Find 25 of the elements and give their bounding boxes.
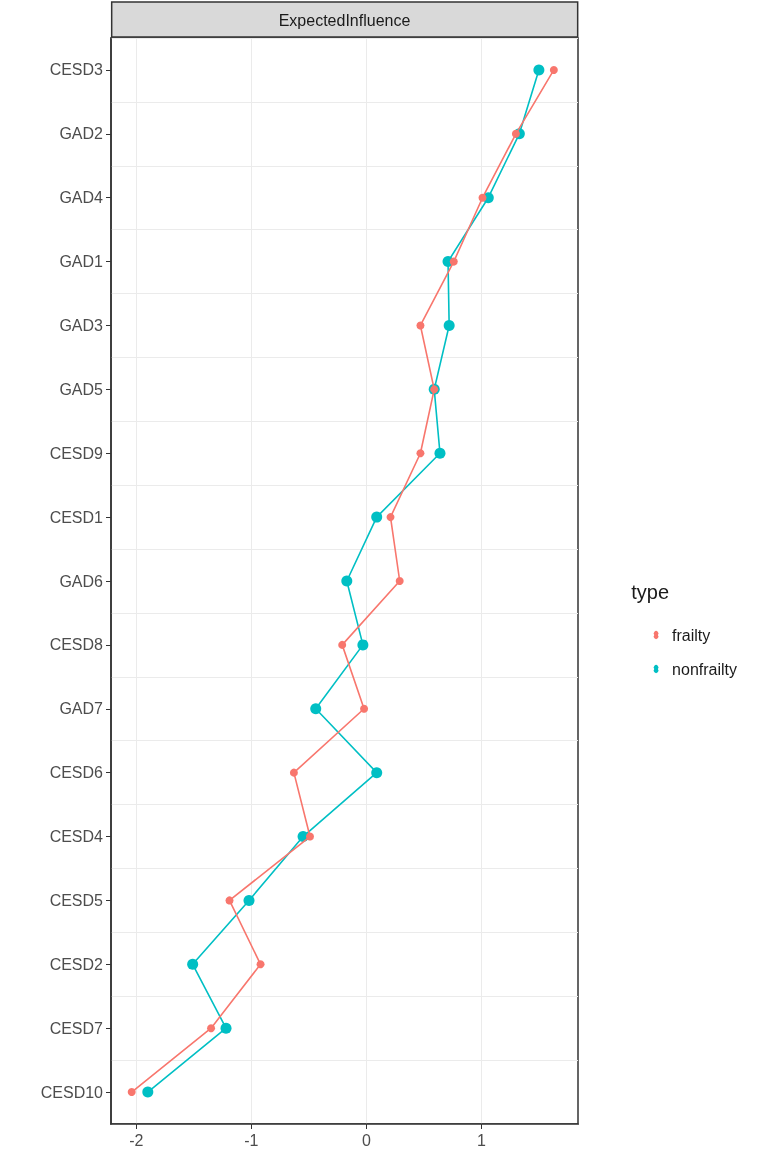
legend-title: type bbox=[631, 581, 670, 603]
y-tick-label: GAD6 bbox=[59, 572, 104, 590]
y-tick-label: GAD2 bbox=[59, 125, 104, 143]
y-tick-label: GAD4 bbox=[59, 189, 104, 207]
legend-label: frailty bbox=[672, 626, 711, 644]
y-tick-label: CESD6 bbox=[49, 764, 104, 782]
y-tick-label: CESD3 bbox=[49, 61, 104, 79]
y-tick-label: CESD2 bbox=[49, 955, 104, 973]
y-tick-label: CESD10 bbox=[40, 1083, 104, 1101]
legend-label: nonfrailty bbox=[672, 660, 737, 678]
y-tick-label: CESD7 bbox=[49, 1019, 104, 1037]
x-tick-label: -1 bbox=[244, 1131, 259, 1149]
chart-title: ExpectedInfluence bbox=[278, 11, 411, 29]
y-tick-label: GAD5 bbox=[59, 380, 104, 398]
y-tick-label: CESD5 bbox=[49, 891, 104, 909]
y-tick-label: GAD1 bbox=[59, 253, 104, 271]
x-tick-label: -2 bbox=[129, 1131, 144, 1149]
x-tick-label: 1 bbox=[476, 1131, 486, 1149]
x-tick-label: 0 bbox=[361, 1131, 371, 1149]
y-tick-label: GAD7 bbox=[59, 700, 104, 718]
y-tick-label: CESD4 bbox=[49, 828, 104, 846]
y-tick-label: CESD1 bbox=[49, 508, 104, 526]
y-tick-label: GAD3 bbox=[59, 316, 104, 334]
y-tick-label: CESD9 bbox=[49, 444, 104, 462]
y-tick-label: CESD8 bbox=[49, 636, 104, 654]
